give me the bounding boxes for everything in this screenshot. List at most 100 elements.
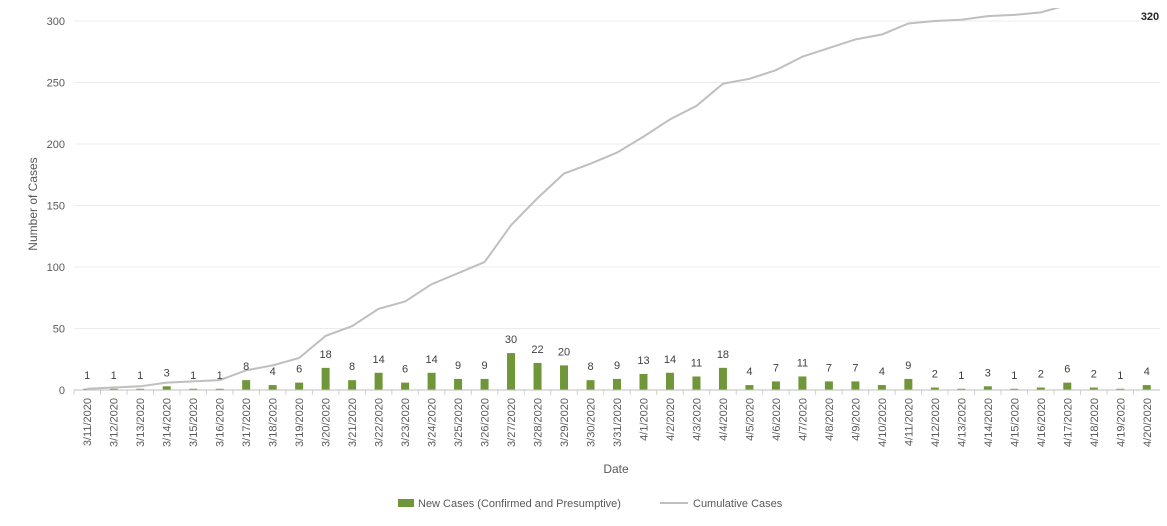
y-tick-label: 300 [47, 16, 65, 28]
bar [560, 365, 569, 390]
cumulative-line [87, 8, 1061, 390]
bar [930, 387, 939, 390]
bar [1036, 387, 1045, 390]
x-tick-label: 4/11/2020 [903, 398, 915, 446]
bar-data-label: 20 [558, 346, 570, 358]
y-tick-label: 0 [59, 385, 65, 397]
x-tick-label: 3/15/2020 [188, 398, 200, 447]
bar-data-label: 1 [84, 370, 90, 382]
bar [454, 378, 463, 390]
y-tick-label: 100 [47, 262, 65, 274]
bar-data-label: 13 [637, 355, 649, 367]
bar [877, 385, 886, 390]
bar-data-label: 8 [243, 361, 249, 373]
bar-data-label: 6 [296, 364, 302, 376]
x-tick-label: 4/3/2020 [691, 398, 703, 441]
bar [401, 382, 410, 390]
y-axis-label: Number of Cases [26, 157, 40, 250]
bar-data-label: 3 [985, 367, 991, 379]
x-tick-label: 4/8/2020 [824, 398, 836, 441]
bar-data-label: 6 [1064, 364, 1070, 376]
x-tick-label: 3/30/2020 [586, 398, 598, 447]
legend-bar-label: New Cases (Confirmed and Presumptive) [418, 498, 621, 510]
bar [83, 388, 92, 390]
bar [771, 381, 780, 390]
bar [480, 378, 489, 390]
bar [1010, 388, 1019, 390]
bar-data-label: 1 [1117, 370, 1123, 382]
bar [321, 367, 330, 390]
line-series [87, 8, 1061, 390]
x-axis-ticks: 3/11/2020 3/12/2020 3/13/2020 3/14/2020 3/15… [73, 390, 1154, 447]
bar-data-label: 2 [1038, 369, 1044, 381]
bar [824, 381, 833, 390]
bar [109, 388, 118, 390]
x-tick-label: 4/7/2020 [797, 398, 809, 441]
bar-series [83, 353, 1151, 390]
bar-data-label: 22 [531, 344, 543, 356]
bar-data-label: 1 [217, 370, 223, 382]
bar [215, 388, 224, 390]
bar-data-label: 8 [587, 361, 593, 373]
bar-data-label: 3 [164, 367, 170, 379]
bar [136, 388, 145, 390]
x-tick-label: 4/9/2020 [850, 398, 862, 441]
legend-bar-swatch [398, 499, 414, 507]
bar-data-label: 1 [137, 370, 143, 382]
x-tick-label: 4/16/2020 [1036, 398, 1048, 447]
bar [427, 372, 436, 390]
bar [798, 376, 807, 390]
x-tick-label: 3/25/2020 [453, 398, 465, 447]
bar [1116, 388, 1125, 390]
x-tick-label: 3/31/2020 [612, 398, 624, 447]
x-tick-label: 4/6/2020 [771, 398, 783, 441]
bar [586, 380, 595, 390]
y-tick-label: 250 [47, 78, 65, 90]
bar [268, 385, 277, 390]
x-tick-label: 3/18/2020 [268, 398, 280, 447]
bar [613, 378, 621, 390]
bar [718, 367, 727, 390]
bar-data-label: 9 [481, 360, 487, 372]
gridlines [74, 20, 1160, 329]
bar-data-label: 11 [797, 357, 808, 369]
bar-data-label: 14 [664, 354, 676, 366]
bar [983, 386, 992, 390]
bar-data-label: 9 [905, 360, 911, 372]
x-tick-label: 4/19/2020 [1115, 398, 1127, 447]
bar-data-label: 9 [455, 360, 461, 372]
bar [1142, 385, 1151, 390]
bar-data-label: 6 [402, 364, 408, 376]
bar [1063, 382, 1072, 390]
bar [957, 388, 966, 390]
x-tick-label: 3/12/2020 [109, 398, 121, 447]
x-tick-label: 3/19/2020 [294, 398, 306, 447]
x-tick-label: 3/22/2020 [374, 398, 386, 447]
bar [851, 381, 860, 390]
x-tick-label: 4/17/2020 [1062, 398, 1074, 447]
x-tick-label: 3/20/2020 [321, 398, 333, 447]
x-axis-label: Date [603, 462, 629, 476]
x-tick-label: 3/14/2020 [162, 398, 174, 447]
y-tick-label: 200 [47, 139, 65, 151]
bar-data-label: 1 [111, 370, 117, 382]
x-tick-label: 3/27/2020 [506, 398, 518, 447]
bar-data-label: 7 [826, 362, 832, 374]
x-tick-label: 4/1/2020 [638, 398, 650, 441]
y-tick-label: 50 [53, 324, 65, 336]
x-tick-label: 4/5/2020 [744, 398, 756, 441]
x-tick-label: 4/13/2020 [956, 398, 968, 447]
legend-line-label: Cumulative Cases [693, 498, 783, 510]
bar-data-label: 30 [505, 334, 517, 346]
x-tick-label: 3/28/2020 [533, 398, 545, 447]
bar-data-label: 4 [270, 366, 276, 378]
bar [904, 378, 913, 390]
x-tick-label: 4/12/2020 [930, 398, 942, 447]
x-tick-label: 3/16/2020 [215, 398, 227, 447]
x-tick-label: 3/24/2020 [427, 398, 439, 447]
cumulative-end-label: 320 [1141, 11, 1159, 23]
bar-data-label: 8 [349, 361, 355, 373]
x-tick-label: 4/4/2020 [718, 398, 730, 441]
